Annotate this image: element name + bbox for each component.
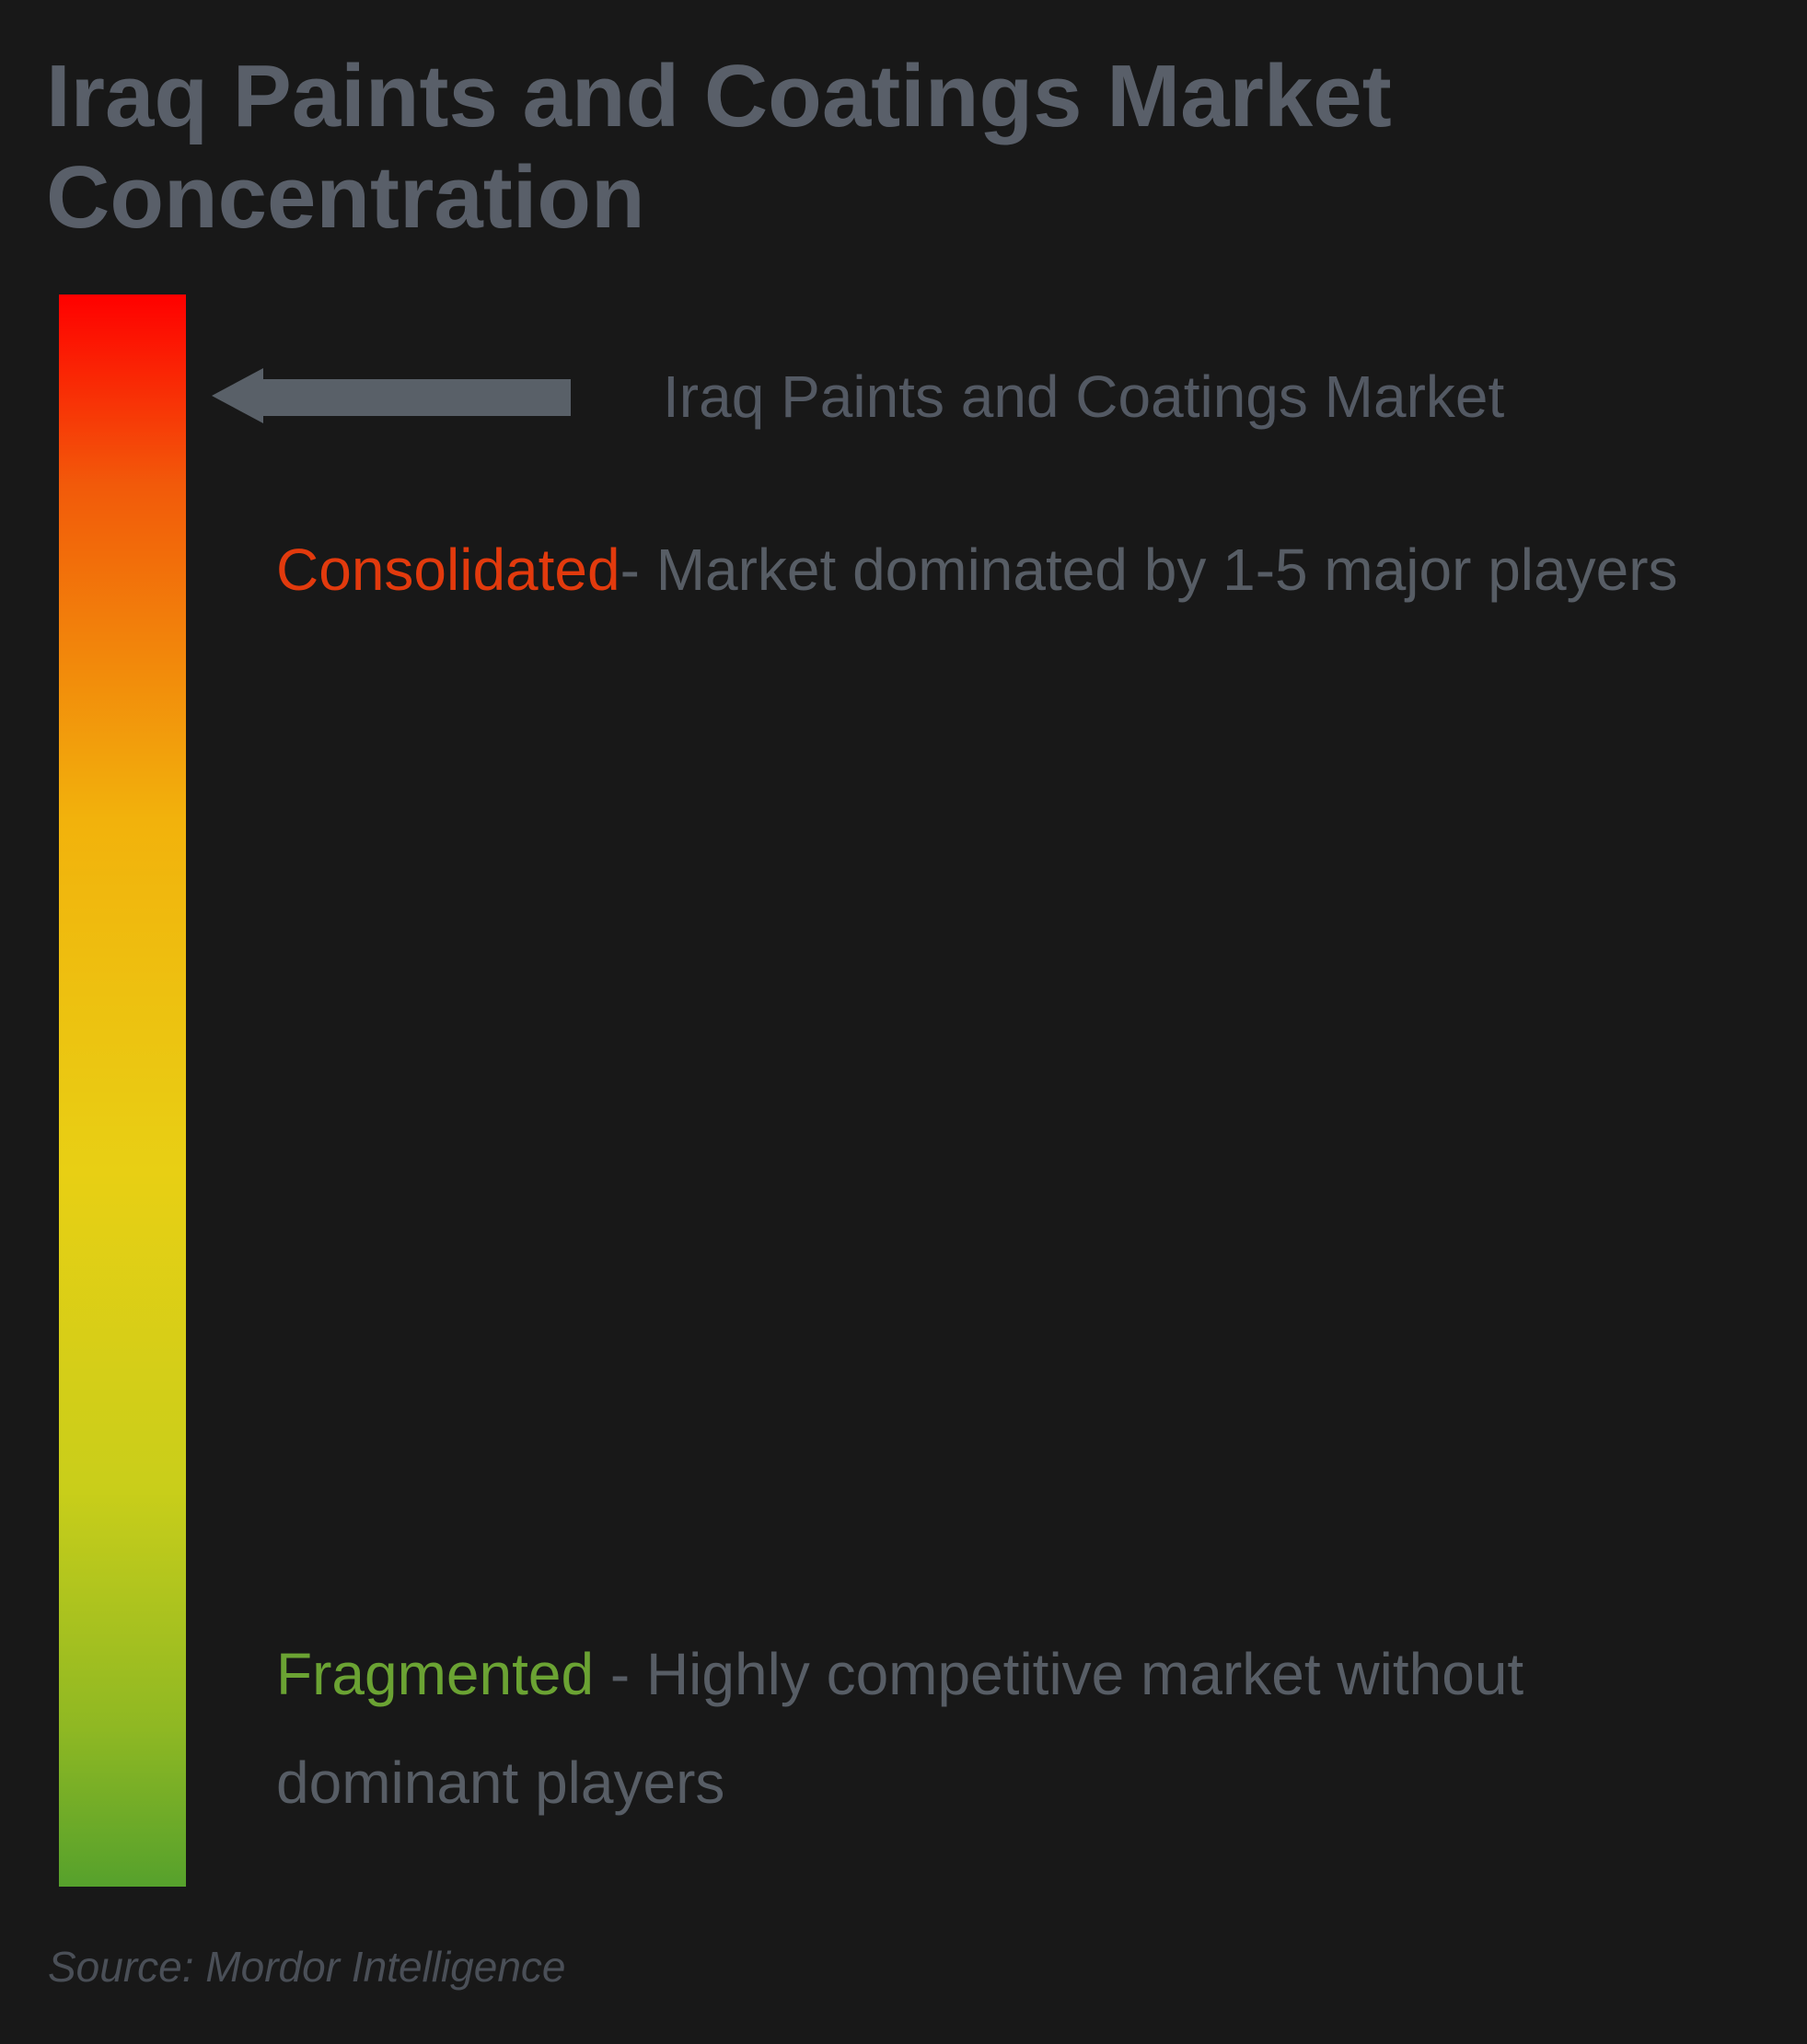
position-arrow [212, 368, 571, 423]
chart-title: Iraq Paints and Coatings Market Concentr… [46, 37, 1761, 249]
consolidated-desc-text: - Market dominated by 1-5 major players [620, 537, 1678, 603]
arrow-left-icon [212, 368, 263, 423]
arrow-body [262, 379, 571, 416]
gradient-svg [59, 294, 186, 1887]
fragmented-description: Fragmented - Highly competitive market w… [276, 1620, 1724, 1838]
consolidated-label: Consolidated [276, 537, 620, 603]
consolidated-description: Consolidated- Market dominated by 1-5 ma… [276, 515, 1724, 624]
fragmented-label: Fragmented [276, 1641, 594, 1707]
source-attribution: Source: Mordor Intelligence [48, 1942, 566, 1992]
concentration-gradient-bar [59, 294, 186, 1887]
market-name-label: Iraq Paints and Coatings Market [663, 359, 1504, 435]
infographic-container: Iraq Paints and Coatings Market Concentr… [0, 0, 1807, 2044]
